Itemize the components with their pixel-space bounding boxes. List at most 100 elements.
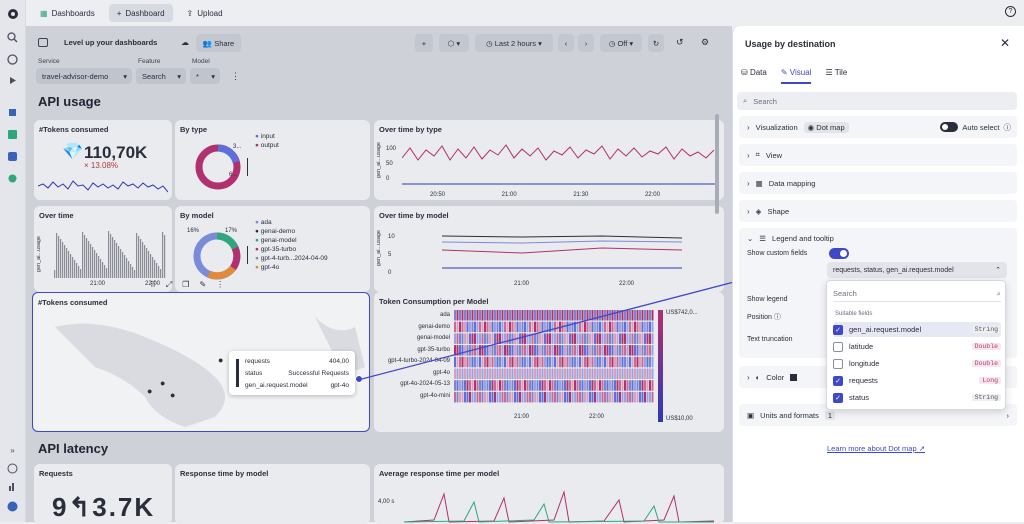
refresh-button[interactable]: ↻ [648,34,664,52]
bar [120,249,122,278]
checkbox[interactable]: ✓ [833,375,843,386]
heat-cell [549,333,551,344]
tile-over-time-by-model[interactable]: Over time by model gen_ai...usage 10 5 0 2… [374,206,724,292]
expand-tile-icon[interactable]: ⤢ [165,280,173,289]
checkbox[interactable]: ✓ [833,392,843,403]
next-time-button[interactable]: › [578,34,594,52]
share-button[interactable]: 👥 Share [196,34,241,52]
map-pin[interactable]: ● [170,390,176,400]
option-latitude[interactable]: latitude Double [833,339,1001,354]
service-filter[interactable]: travel-advisor-demo ▾ [36,68,132,84]
tile-requests[interactable]: Requests 9↰3.7K [34,464,172,524]
option-longitude[interactable]: longitude Double [833,356,1001,371]
dashboards-icon[interactable] [6,128,19,141]
panel-search-input[interactable]: ⌕ Search [737,92,1017,110]
heat-cell [491,356,494,368]
tab-tile[interactable]: ☰ Tile [825,68,848,77]
tab-visual[interactable]: ✎ Visual [780,68,812,84]
logo-icon[interactable] [6,7,19,20]
heat-cell [621,356,624,368]
heat-cell [466,380,469,391]
more-icon[interactable]: ⋮ [231,71,240,81]
heat-cell [546,333,549,344]
learn-more-link[interactable]: Learn more about Dot map ↗ [827,444,926,453]
heat-cell [551,380,554,391]
option-gen-ai-request-model[interactable]: ✓ gen_ai.request.model String [833,322,1001,337]
auto-select-toggle[interactable] [940,122,959,132]
tab-data[interactable]: ⛁ Data [741,68,767,77]
dashboard-title[interactable]: Level up your dashboards [64,38,158,47]
model-filter[interactable]: * ▾ [190,68,220,84]
expand-icon[interactable]: » [10,446,15,455]
checkbox[interactable] [833,358,843,369]
heat-cell [631,345,634,356]
map-pin[interactable]: ● [147,386,153,396]
section-visualization[interactable]: › Visualization ◉ Dot map Auto select ⓘ [739,116,1017,138]
tile-over-time[interactable]: Over time gen_ai...usage 21:00 22:00 [34,206,172,292]
section-view[interactable]: › ⌗ View [739,144,1017,166]
custom-fields-select[interactable]: requests, status, gen_ai.request.model ⌃ [827,262,1007,278]
duplicate-icon[interactable]: ❐ [182,280,190,289]
edit-icon[interactable]: ✎ [199,280,207,289]
search-icon[interactable] [6,31,19,44]
section-data-mapping[interactable]: › ▦ Data mapping [739,172,1017,194]
heat-cell [646,368,649,379]
map-pin[interactable]: ● [218,355,224,365]
help-circle-icon[interactable]: ? [1005,6,1016,17]
heat-cell [579,368,581,379]
section-shape[interactable]: › ◈ Shape [739,200,1017,222]
heat-cell [464,345,466,356]
heat-cell [474,380,476,391]
tile-more-icon[interactable]: ⋮ [216,280,225,289]
tile-by-type[interactable]: By type 6... 3... ● input ● output [175,120,370,200]
grid-icon[interactable] [6,150,19,163]
avatar[interactable] [6,500,19,513]
tab-dashboard[interactable]: + Dashboard [108,4,173,22]
checkbox[interactable] [833,341,843,352]
sidebar-toggle-icon[interactable] [38,38,48,47]
custom-fields-toggle[interactable] [829,248,849,259]
dropdown-search-input[interactable]: Search ⌕ [833,286,1001,302]
heat-cell [504,310,506,321]
prev-time-button[interactable]: ‹ [558,34,574,52]
heat-cell [459,380,461,391]
drag-icon[interactable]: ⠿ [150,280,156,289]
tile-map-selected[interactable]: #Tokens consumed ● ● ● ● requests 404,00 … [32,292,370,432]
settings-icon[interactable]: ⚙ [701,37,710,47]
tile-over-time-by-type[interactable]: Over time by type gen_ai...usage 100 50 0 … [374,120,724,200]
tile-title: Average response time per model [379,469,500,478]
tile-response-time[interactable]: Response time by model [175,464,370,524]
help-icon[interactable] [6,462,19,475]
auto-refresh-select[interactable]: ◷ Off ▾ [600,34,642,52]
heat-cell [591,391,594,403]
option-requests[interactable]: ✓ requests Long [833,373,1001,388]
heat-cell [601,380,604,391]
legend-section-header[interactable]: ⌄ ☰ Legend and tooltip [747,234,834,243]
tile-by-model[interactable]: By model 16% 17% ● ada ● genai-demo ● ge… [175,206,370,292]
stats-icon[interactable] [6,480,19,493]
option-status[interactable]: ✓ status String [833,390,1001,405]
checkbox[interactable]: ✓ [833,324,843,335]
gear-app-icon[interactable] [6,172,19,185]
add-tile-button[interactable]: + [415,34,433,52]
tile-tokens-consumed[interactable]: #Tokens consumed 💎 110,70K × 13.08% [34,120,172,200]
cube-menu-button[interactable]: ⬡ ▾ [439,34,469,52]
scrollbar[interactable] [715,114,719,214]
play-icon[interactable] [6,74,19,87]
bar [56,233,58,278]
apps-icon[interactable] [6,53,19,66]
visualization-chip[interactable]: ◉ Dot map [803,121,849,133]
tab-upload[interactable]: ⇪ Upload [186,8,223,18]
tile-token-consumption-per-model[interactable]: Token Consumption per Model ada genai-dem… [374,292,724,432]
heat-cell [504,333,506,344]
heat-cell [561,310,564,321]
feature-filter[interactable]: Search ▾ [136,68,186,84]
timeframe-select[interactable]: ◷ Last 2 hours ▾ [475,34,553,52]
tab-dashboards[interactable]: ▦ Dashboards [40,8,95,18]
history-icon[interactable]: ↺ [676,37,684,47]
section-api-latency: API latency [38,441,109,456]
close-icon[interactable]: ✕ [999,36,1010,50]
cube-icon[interactable] [6,106,19,119]
tile-avg-response[interactable]: Average response time per model 4,00 s [374,464,724,524]
map-pin[interactable]: ● [160,378,166,388]
